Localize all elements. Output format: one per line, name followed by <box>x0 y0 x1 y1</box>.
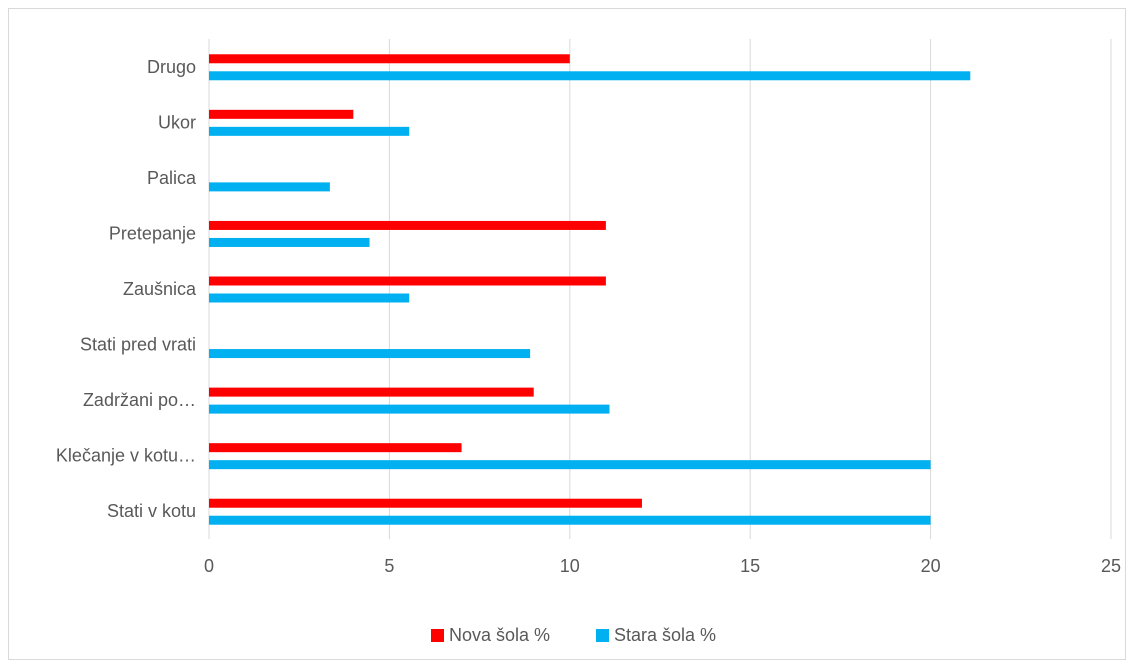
x-tick-label: 5 <box>384 556 394 576</box>
category-label: Palica <box>147 168 197 188</box>
bar-stara-8 <box>209 71 971 81</box>
bar-stara-1 <box>209 460 931 470</box>
bar-stara-0 <box>209 515 931 525</box>
category-label: Klečanje v kotu… <box>56 446 196 466</box>
x-tick-label: 25 <box>1101 556 1121 576</box>
category-label: Drugo <box>147 57 196 77</box>
legend-label: Stara šola % <box>614 625 716 645</box>
bar-stara-2 <box>209 404 610 414</box>
category-labels: Stati v kotu Klečanje v kotu… Zadržani po…… <box>56 57 197 521</box>
bar-nova-1 <box>209 443 462 453</box>
legend-swatch <box>596 629 609 642</box>
x-tick-label: 0 <box>204 556 214 576</box>
category-label: Zaušnica <box>123 279 197 299</box>
x-tick-label: 10 <box>560 556 580 576</box>
category-label: Stati v kotu <box>107 501 196 521</box>
bar-stara-3 <box>209 349 531 359</box>
bars <box>209 54 971 525</box>
category-label: Zadržani po… <box>83 390 196 410</box>
bar-nova-2 <box>209 387 534 397</box>
bar-chart: Stati v kotu Klečanje v kotu… Zadržani po…… <box>56 39 1121 645</box>
bar-stara-5 <box>209 237 370 247</box>
legend: Nova šola % Stara šola % <box>431 625 716 645</box>
x-tick-label: 20 <box>921 556 941 576</box>
chart-frame: Stati v kotu Klečanje v kotu… Zadržani po…… <box>8 8 1126 660</box>
bar-nova-4 <box>209 276 606 286</box>
x-tick-label: 15 <box>740 556 760 576</box>
bar-stara-6 <box>209 182 330 192</box>
gridlines <box>208 39 1112 539</box>
bar-stara-4 <box>209 293 410 303</box>
legend-swatch <box>431 629 444 642</box>
x-axis-ticks: 0 5 10 15 20 25 <box>204 556 1121 576</box>
bar-nova-7 <box>209 109 354 119</box>
legend-label: Nova šola % <box>449 625 550 645</box>
bar-nova-0 <box>209 498 642 508</box>
bar-nova-5 <box>209 220 606 230</box>
category-label: Pretepanje <box>109 223 196 243</box>
category-label: Ukor <box>158 112 196 132</box>
bar-nova-8 <box>209 54 570 64</box>
category-label: Stati pred vrati <box>80 335 196 355</box>
bar-stara-7 <box>209 126 410 136</box>
